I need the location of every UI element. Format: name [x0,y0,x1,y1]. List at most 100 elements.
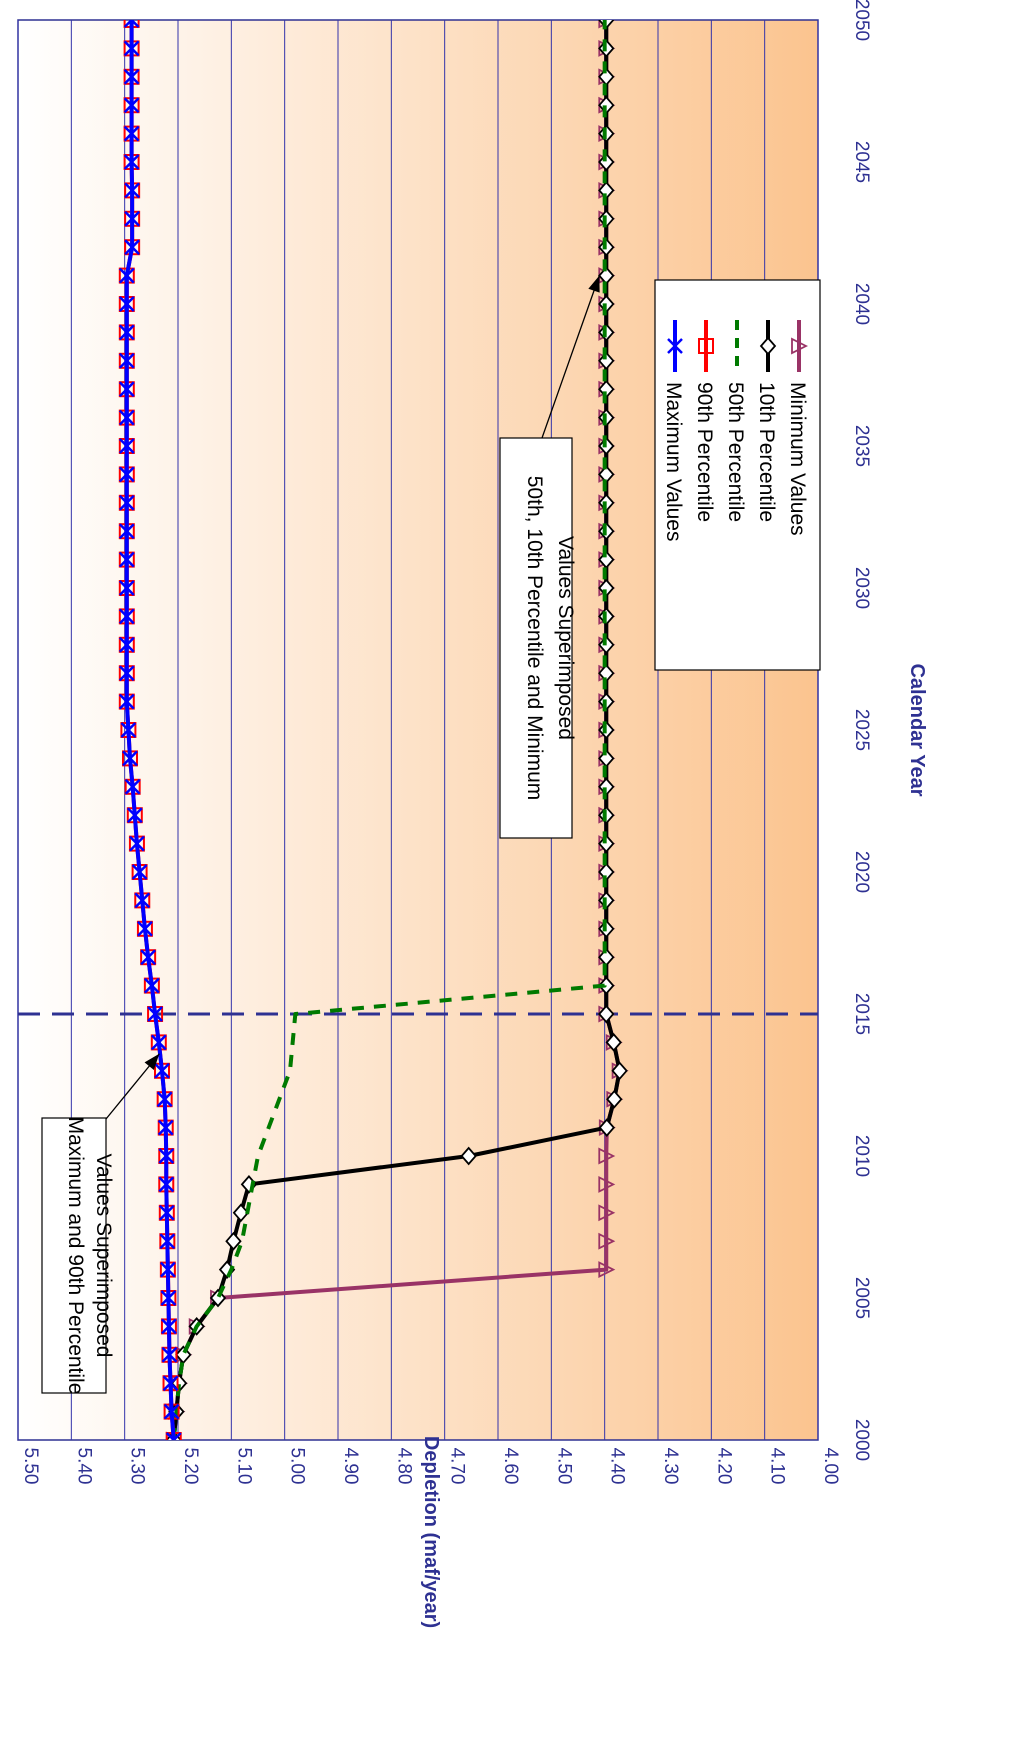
point-marker [154,1062,170,1079]
point-marker-stroke [123,154,140,170]
point-marker [137,920,153,937]
point-marker-stroke [118,494,135,511]
point-marker [123,20,140,28]
point-marker-stroke [143,977,160,994]
point-marker-stroke [123,40,140,57]
point-marker [118,438,135,454]
legend-item: Minimum Values [786,320,809,536]
legend-label: Minimum Values [786,382,809,536]
y-tick-label: 4.60 [500,1448,521,1485]
annotation-1: Maximum and 90th Percentile Values Superi… [41,1053,160,1394]
point-marker-stroke [158,1148,175,1164]
point-marker [118,494,135,511]
point-marker-stroke [667,338,683,354]
x-tick-label: 2050 [851,0,872,41]
point-marker [160,1290,177,1306]
x-tick-label: 2005 [851,1277,872,1319]
point-marker [158,1176,175,1193]
point-marker [118,665,135,682]
point-marker-stroke [163,1403,180,1420]
point-marker-stroke [118,665,135,682]
annotation-text: 50th, 10th Percentile and Minimum [523,476,546,801]
x-tick-label: 2025 [851,709,872,751]
point-marker-stroke [129,835,145,852]
point-marker-stroke [123,97,140,114]
point-marker-stroke [124,182,141,199]
point-marker-stroke [118,523,135,540]
y-tick-label: 4.40 [607,1448,628,1485]
point-marker [598,1204,616,1222]
y-tick-label: 4.00 [820,1448,841,1485]
point-marker [124,182,141,199]
point-marker [611,1061,628,1081]
point-marker [791,337,809,355]
point-marker-stroke [161,1318,177,1335]
point-marker [118,381,135,398]
point-marker-stroke [118,580,135,596]
point-marker-stroke [131,864,148,880]
point-marker-stroke [161,1346,178,1363]
point-marker-stroke [162,1375,179,1392]
point-marker [123,125,140,142]
y-tick-label: 5.10 [233,1448,254,1485]
point-marker [159,1261,176,1278]
y-axis-title: Depletion (maf/year) [420,1436,442,1628]
point-marker [122,750,138,767]
y-tick-label: 5.30 [127,1448,148,1485]
point-marker [118,296,135,312]
point-marker [598,1175,616,1193]
annotation-text: Values Superimposed [92,1154,115,1358]
y-tick-label: 5.50 [20,1448,41,1485]
y-tick-label: 5.00 [287,1448,308,1485]
series-10th-percentile [165,20,628,1440]
y-tick-label: 4.20 [713,1448,734,1485]
x-tick-label: 2030 [851,567,872,609]
point-marker [118,608,135,625]
point-marker [129,835,145,852]
x-tick-label: 2035 [851,425,872,467]
point-marker [134,892,151,909]
point-marker-stroke [118,381,135,398]
legend-item: 90th Percentile [693,320,716,522]
point-marker-stroke [137,920,153,937]
point-marker [698,338,714,354]
annotation-box [41,1117,107,1394]
point-marker [162,1375,179,1392]
annotation-arrow [541,275,600,439]
point-marker [759,336,777,356]
point-marker [118,636,135,653]
point-marker [225,1231,242,1251]
y-tick-label: 4.90 [340,1448,361,1485]
point-marker-stroke [140,949,157,966]
point-marker-stroke [156,1091,173,1108]
legend-item: Maximum Values [662,320,685,542]
y-tick-label: 4.50 [553,1448,574,1485]
legend-label: 50th Percentile [724,382,747,522]
y-tick-label: 4.30 [660,1448,681,1485]
legend-item: 50th Percentile [724,320,747,522]
point-marker-stroke [120,722,137,738]
point-marker [598,1004,615,1024]
point-marker [118,352,135,369]
point-marker [124,239,141,256]
point-marker-stroke [118,636,135,653]
point-marker-stroke [118,296,135,312]
point-marker-stroke [158,1204,175,1221]
annotation-arrowhead [588,275,600,293]
plot-background [17,19,819,1441]
x-axis-title: Calendar Year [906,663,928,796]
point-marker [158,1204,175,1221]
point-marker [159,1233,176,1250]
series-50th-percentile [171,20,607,1440]
x-tick-label: 2040 [851,283,872,325]
point-marker [598,1147,616,1165]
point-marker [118,409,135,426]
point-marker-stroke [118,551,135,568]
y-tick-label: 5.40 [73,1448,94,1485]
point-marker [460,1146,477,1166]
y-tick-label: 5.20 [180,1448,201,1485]
point-marker [123,97,140,114]
point-marker-stroke [118,352,135,369]
point-marker-stroke [123,20,134,28]
